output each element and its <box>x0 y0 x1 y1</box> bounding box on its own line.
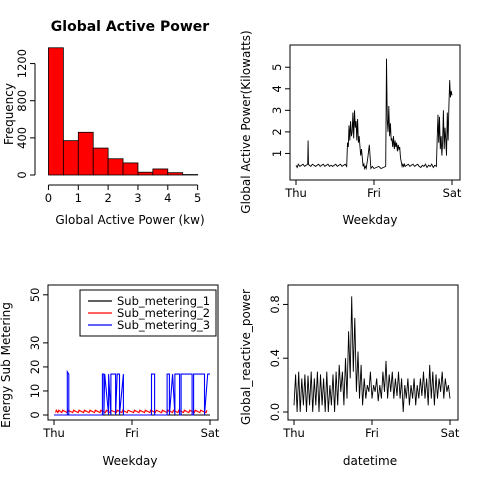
sub-metering-y-label: Energy Sub Metering <box>0 302 13 428</box>
active-power-plot-box <box>289 44 461 181</box>
histogram-y-tick-label: 400 <box>15 127 29 149</box>
legend-label: Sub_metering_1 <box>117 294 210 308</box>
reactive-power-x-tick-label: Sat <box>441 426 460 440</box>
histogram-bar <box>167 172 184 176</box>
sub-metering-y-tick-label: 0 <box>28 411 42 418</box>
active-power-y-tick-label: 3 <box>270 107 284 114</box>
histogram-bar <box>92 147 109 176</box>
reactive-power-y-label: Global_reactive_power <box>239 289 253 425</box>
histogram-y-tick-label: 0 <box>15 171 29 178</box>
histogram-bar <box>62 140 79 176</box>
sub-metering-x-tick-label: Sat <box>201 426 220 440</box>
sub-metering-series-line <box>54 369 210 416</box>
reactive-power-x-label: datetime <box>343 454 397 468</box>
sub-metering-y-tick-label: 20 <box>28 360 42 375</box>
reactive-power-y-tick-label: 0.4 <box>268 349 282 367</box>
reactive-power-x-tick-label: Fri <box>365 426 379 440</box>
sub-metering-plot-box <box>47 284 219 421</box>
histogram-x-tick-label: 4 <box>164 191 171 205</box>
active-power-x-label: Weekday <box>343 213 398 227</box>
sub-metering-legend: Sub_metering_1Sub_metering_2Sub_metering… <box>79 289 217 337</box>
reactive-power-x-tick-label: Thu <box>282 426 305 440</box>
reactive-power-panel: datetime Global_reactive_power Thu Fri Sat… <box>239 284 460 468</box>
active-power-y-tick-label: 4 <box>270 85 284 92</box>
active-power-x-tick-label: Fri <box>367 186 381 200</box>
histogram-y-label: Frequency <box>2 83 16 145</box>
histogram-bar <box>152 168 169 176</box>
histogram-bar <box>48 47 64 176</box>
histogram-x-tick-label: 3 <box>134 191 141 205</box>
active-power-y-tick-label: 2 <box>270 128 284 135</box>
sub-metering-x-tick-label: Thu <box>42 426 65 440</box>
active-power-y-tick-label: 5 <box>270 64 284 71</box>
histogram-x-tick-label: 2 <box>104 191 111 205</box>
histogram-y-tick-label: 800 <box>15 90 29 112</box>
histogram-x-tick-label: 1 <box>75 191 82 205</box>
histogram-title: Global Active Power <box>51 19 209 35</box>
active-power-x-tick-label: Sat <box>443 186 462 200</box>
legend-label: Sub_metering_3 <box>117 318 210 332</box>
histogram-bar <box>107 158 124 176</box>
active-power-y-tick-label: 1 <box>270 150 284 157</box>
reactive-power-y-tick-label: 0.8 <box>268 295 282 313</box>
sub-metering-x-tick-label: Fri <box>125 426 139 440</box>
active-power-series-line <box>295 58 453 171</box>
sub-metering-y-tick-label: 30 <box>28 336 42 351</box>
histogram-x-label: Global Active Power (kw) <box>55 213 204 227</box>
histogram-bar <box>122 162 139 176</box>
active-power-x-tick-label: Thu <box>284 186 307 200</box>
sub-metering-x-label: Weekday <box>103 454 158 468</box>
active-power-panel: Weekday Global Active Power(Kilowatts) T… <box>239 30 462 227</box>
active-power-y-label: Global Active Power(Kilowatts) <box>239 30 253 213</box>
histogram-bar <box>137 171 154 176</box>
histogram-x-tick-label: 0 <box>45 191 52 205</box>
legend-label: Sub_metering_2 <box>117 306 210 320</box>
reactive-power-plot-box <box>287 284 459 421</box>
sub-metering-y-tick-label: 50 <box>28 287 42 302</box>
histogram-bar <box>77 131 94 176</box>
histogram-y-tick-label: 1200 <box>15 49 29 78</box>
histogram-x-tick-label: 5 <box>194 191 201 205</box>
sub-metering-panel: Weekday Energy Sub Metering Sub_metering… <box>0 284 220 468</box>
reactive-power-series-line <box>293 296 451 413</box>
sub-metering-y-tick-label: 10 <box>28 384 42 399</box>
histogram-panel: Global Active Power Global Active Power … <box>2 19 209 227</box>
reactive-power-y-tick-label: 0.0 <box>268 403 282 421</box>
sub-metering-series-line <box>55 408 208 414</box>
